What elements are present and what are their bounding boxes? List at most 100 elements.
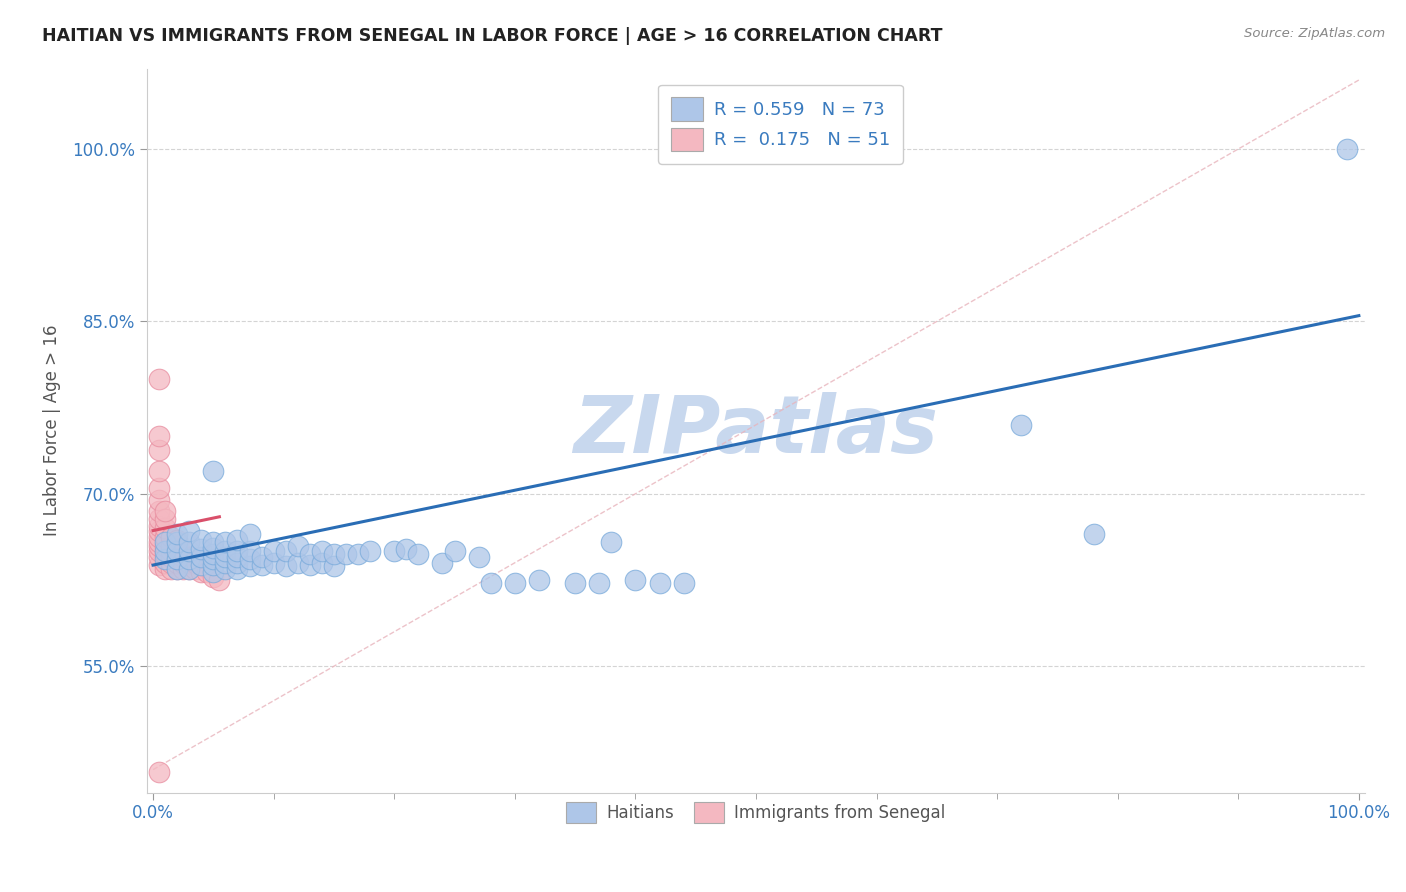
- Point: [148, 531, 170, 545]
- Point: [395, 541, 418, 556]
- Point: [226, 544, 249, 558]
- Point: [166, 552, 188, 566]
- Point: [311, 556, 333, 570]
- Point: [179, 552, 201, 566]
- Point: [148, 544, 170, 558]
- Point: [238, 552, 260, 566]
- Point: [202, 565, 225, 579]
- Point: [172, 556, 194, 570]
- Text: Source: ZipAtlas.com: Source: ZipAtlas.com: [1244, 27, 1385, 40]
- Point: [148, 524, 170, 538]
- Point: [648, 576, 671, 591]
- Point: [195, 565, 218, 579]
- Point: [408, 547, 430, 561]
- Point: [166, 539, 188, 553]
- Point: [166, 535, 188, 549]
- Point: [160, 556, 183, 570]
- Point: [527, 573, 550, 587]
- Point: [238, 544, 260, 558]
- Point: [202, 464, 225, 478]
- Point: [588, 576, 610, 591]
- Point: [166, 549, 188, 564]
- Point: [1336, 142, 1358, 156]
- Point: [148, 539, 170, 553]
- Point: [359, 544, 381, 558]
- Point: [347, 547, 370, 561]
- Point: [190, 558, 212, 572]
- Point: [298, 558, 321, 572]
- Point: [564, 576, 586, 591]
- Point: [287, 539, 309, 553]
- Point: [153, 544, 176, 558]
- Point: [202, 558, 225, 572]
- Point: [298, 547, 321, 561]
- Point: [202, 547, 225, 561]
- Point: [166, 544, 188, 558]
- Point: [274, 544, 297, 558]
- Point: [148, 504, 170, 518]
- Point: [166, 561, 188, 575]
- Point: [263, 556, 285, 570]
- Point: [1083, 527, 1105, 541]
- Point: [467, 549, 489, 564]
- Point: [148, 764, 170, 779]
- Point: [153, 512, 176, 526]
- Point: [214, 535, 236, 549]
- Point: [148, 519, 170, 533]
- Point: [214, 556, 236, 570]
- Point: [179, 535, 201, 549]
- Point: [148, 443, 170, 458]
- Point: [179, 544, 201, 558]
- Point: [238, 559, 260, 574]
- Point: [503, 576, 526, 591]
- Point: [226, 561, 249, 575]
- Point: [148, 481, 170, 495]
- Point: [226, 549, 249, 564]
- Point: [179, 549, 201, 564]
- Point: [238, 527, 260, 541]
- Point: [335, 547, 357, 561]
- Point: [153, 561, 176, 575]
- Point: [443, 544, 465, 558]
- Point: [214, 549, 236, 564]
- Point: [148, 558, 170, 572]
- Point: [160, 561, 183, 575]
- Point: [179, 524, 201, 538]
- Point: [153, 521, 176, 535]
- Point: [166, 527, 188, 541]
- Point: [190, 549, 212, 564]
- Point: [190, 558, 212, 572]
- Point: [202, 569, 225, 583]
- Point: [172, 561, 194, 575]
- Point: [190, 541, 212, 556]
- Point: [214, 544, 236, 558]
- Point: [148, 535, 170, 549]
- Point: [323, 547, 346, 561]
- Point: [153, 547, 176, 561]
- Point: [148, 464, 170, 478]
- Point: [208, 573, 231, 587]
- Point: [179, 561, 201, 575]
- Point: [160, 539, 183, 553]
- Point: [600, 535, 623, 549]
- Point: [153, 552, 176, 566]
- Point: [160, 531, 183, 545]
- Point: [250, 549, 273, 564]
- Point: [190, 565, 212, 579]
- Point: [153, 535, 176, 549]
- Text: ZIPatlas: ZIPatlas: [574, 392, 938, 469]
- Point: [172, 544, 194, 558]
- Point: [148, 372, 170, 386]
- Point: [226, 533, 249, 547]
- Point: [190, 533, 212, 547]
- Point: [160, 549, 183, 564]
- Point: [202, 535, 225, 549]
- Point: [166, 556, 188, 570]
- Legend: Haitians, Immigrants from Senegal: Haitians, Immigrants from Senegal: [555, 790, 957, 835]
- Point: [160, 544, 183, 558]
- Text: HAITIAN VS IMMIGRANTS FROM SENEGAL IN LABOR FORCE | AGE > 16 CORRELATION CHART: HAITIAN VS IMMIGRANTS FROM SENEGAL IN LA…: [42, 27, 942, 45]
- Point: [202, 541, 225, 555]
- Point: [148, 512, 170, 526]
- Point: [148, 492, 170, 507]
- Point: [148, 549, 170, 564]
